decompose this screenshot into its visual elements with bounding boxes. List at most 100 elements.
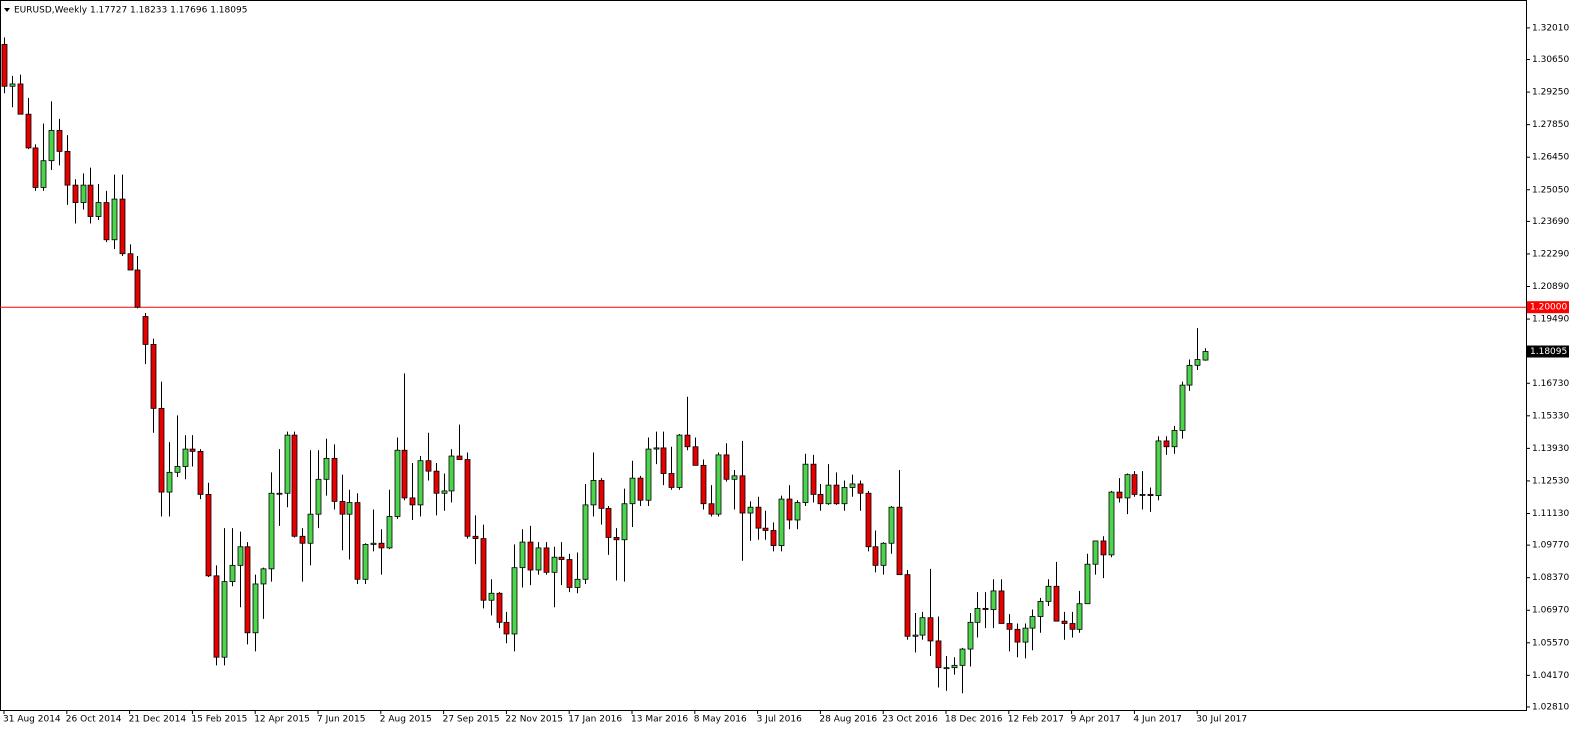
x-tick-label: 21 Dec 2014 <box>129 715 187 725</box>
candle-body <box>441 490 448 494</box>
candle-body <box>1037 600 1044 617</box>
candle-body <box>747 506 754 514</box>
candle-body <box>56 130 63 152</box>
candle-body <box>770 530 777 546</box>
candle-body <box>621 503 628 541</box>
candle-body <box>935 640 942 669</box>
candle-body <box>519 541 526 569</box>
candle-body <box>480 538 487 601</box>
candle-body <box>865 492 872 548</box>
candle-body <box>1186 364 1193 386</box>
candle-body <box>472 535 479 540</box>
candle-body <box>951 664 958 669</box>
candle-body <box>40 160 47 188</box>
x-tick-label: 9 Apr 2017 <box>1071 715 1121 725</box>
candle-body <box>1202 351 1209 361</box>
candle-body <box>189 448 196 452</box>
candle-body <box>590 480 597 506</box>
candle-body <box>1076 603 1083 630</box>
candle-body <box>346 502 353 515</box>
candle-body <box>1179 384 1186 431</box>
candle-body <box>339 500 346 515</box>
plot-frame <box>0 0 1527 711</box>
candle-body <box>323 457 330 480</box>
candle-body <box>119 198 126 255</box>
y-tick-label: 1.22290 <box>1532 249 1569 259</box>
price-label: 1.18095 <box>1530 347 1567 357</box>
candle-body <box>260 568 267 585</box>
candle-body <box>990 590 997 610</box>
candle-body <box>605 507 612 538</box>
candle-body <box>134 269 141 308</box>
x-tick-label: 27 Sep 2015 <box>443 715 500 725</box>
y-tick-label: 1.26450 <box>1532 153 1569 163</box>
candle-body <box>425 460 432 472</box>
candle-body <box>715 454 722 515</box>
candle-body <box>409 497 416 506</box>
candle-body <box>229 564 236 583</box>
candle-body <box>582 504 589 580</box>
candle-body <box>762 527 769 531</box>
chart-title: EURUSD,Weekly 1.17727 1.18233 1.17696 1.… <box>14 6 247 16</box>
x-tick-label: 12 Apr 2015 <box>254 715 310 725</box>
x-tick-label: 3 Jul 2016 <box>757 715 802 725</box>
candle-body <box>668 473 675 488</box>
y-tick-label: 1.32010 <box>1532 23 1569 33</box>
candle-body <box>927 617 934 642</box>
candle-body <box>802 463 809 503</box>
candle-body <box>849 483 856 488</box>
candle-body <box>1116 491 1123 499</box>
candle-body <box>1022 627 1029 643</box>
candle-body <box>268 492 275 570</box>
candle-body <box>574 578 581 588</box>
candle-body <box>1014 628 1021 643</box>
candle-body <box>660 447 667 474</box>
candle-body <box>103 202 110 241</box>
y-tick-label: 1.05570 <box>1532 638 1569 648</box>
candle-body <box>1084 563 1091 605</box>
candle-body <box>810 463 817 495</box>
candle-body <box>213 575 220 658</box>
candle-body <box>291 434 298 537</box>
candle-body <box>1147 494 1154 496</box>
candle-body <box>904 574 911 637</box>
candle-body <box>72 184 79 203</box>
candle-body <box>543 547 550 573</box>
x-tick-label: 17 Jan 2016 <box>568 715 622 725</box>
candle-body <box>959 648 966 666</box>
candle-body <box>9 83 16 87</box>
candle-body <box>841 487 848 505</box>
y-tick-label: 1.15330 <box>1532 411 1569 421</box>
candle-body <box>723 454 730 480</box>
y-tick-label: 1.04170 <box>1532 671 1569 681</box>
candle-body <box>315 478 322 515</box>
candle-body <box>503 621 510 635</box>
candle-body <box>708 503 715 515</box>
x-tick-label: 22 Nov 2015 <box>505 715 563 725</box>
candle-body <box>598 480 605 509</box>
candle-body <box>362 544 369 580</box>
candle-body <box>378 542 385 549</box>
candle-body <box>496 592 503 623</box>
candle-body <box>558 556 565 560</box>
candle-body <box>1061 620 1068 624</box>
candle-body <box>299 535 306 544</box>
candle-body <box>488 592 495 601</box>
y-tick-label: 1.13930 <box>1532 444 1569 454</box>
x-tick-label: 30 Jul 2017 <box>1196 715 1247 725</box>
candle-body <box>535 547 542 571</box>
candle-body <box>794 502 801 521</box>
candle-body <box>386 516 393 549</box>
x-tick-label: 28 Aug 2016 <box>819 715 877 725</box>
candle-body <box>684 434 691 448</box>
candle-body <box>1029 616 1036 629</box>
candle-body <box>1171 430 1178 448</box>
y-tick-label: 1.11130 <box>1532 509 1569 519</box>
candle-body <box>197 450 204 495</box>
candle-body <box>464 459 471 537</box>
x-tick-label: 26 Oct 2014 <box>66 715 122 725</box>
candle-body <box>919 617 926 636</box>
y-tick-label: 1.02810 <box>1532 702 1569 712</box>
candle-body <box>637 477 644 501</box>
